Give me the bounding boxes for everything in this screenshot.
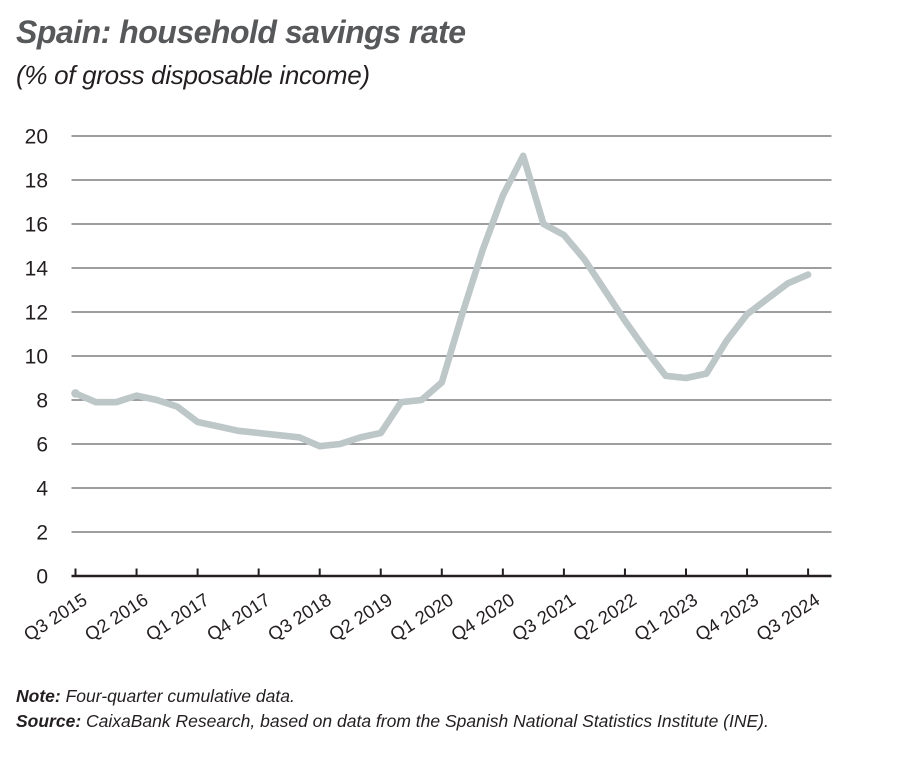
y-axis-label: 10 [25, 346, 48, 369]
chart-subtitle: (% of gross disposable income) [16, 60, 370, 90]
x-axis-label: Q3 2015 [20, 589, 91, 645]
chart-source: Source: CaixaBank Research, based on dat… [16, 711, 769, 732]
x-axis-label: Q1 2017 [142, 589, 213, 645]
y-axis-label: 0 [36, 566, 48, 589]
y-axis-label: 4 [36, 478, 48, 501]
y-axis-label: 20 [25, 126, 48, 149]
y-axis-label: 8 [36, 390, 48, 413]
x-axis-label: Q3 2021 [508, 589, 579, 645]
x-axis-label: Q1 2023 [630, 589, 701, 645]
x-axis-label: Q2 2022 [569, 589, 640, 645]
y-axis-label: 14 [25, 258, 49, 281]
x-axis-label: Q3 2024 [752, 589, 823, 645]
note-text: Four-quarter cumulative data. [60, 686, 295, 706]
x-axis-label: Q2 2019 [325, 589, 396, 645]
y-axis-label: 18 [25, 170, 48, 193]
x-axis-label: Q2 2016 [81, 589, 152, 645]
series-start-marker [71, 389, 80, 398]
y-axis-label: 12 [25, 302, 48, 325]
x-axis-label: Q4 2020 [447, 589, 518, 645]
x-axis-label: Q4 2023 [691, 589, 762, 645]
source-text: CaixaBank Research, based on data from t… [81, 711, 769, 731]
note-label: Note: [16, 686, 61, 706]
y-axis-label: 2 [36, 522, 48, 545]
chart-note: Note: Four-quarter cumulative data. [16, 686, 295, 707]
x-axis-label: Q1 2020 [386, 589, 457, 645]
series-line [72, 152, 812, 450]
source-label: Source: [16, 711, 82, 731]
chart-title: Spain: household savings rate [16, 14, 466, 50]
y-axis-label: 6 [36, 434, 48, 457]
y-axis-label: 16 [25, 214, 48, 237]
x-axis-label: Q3 2018 [264, 589, 335, 645]
x-axis-label: Q4 2017 [203, 589, 274, 645]
